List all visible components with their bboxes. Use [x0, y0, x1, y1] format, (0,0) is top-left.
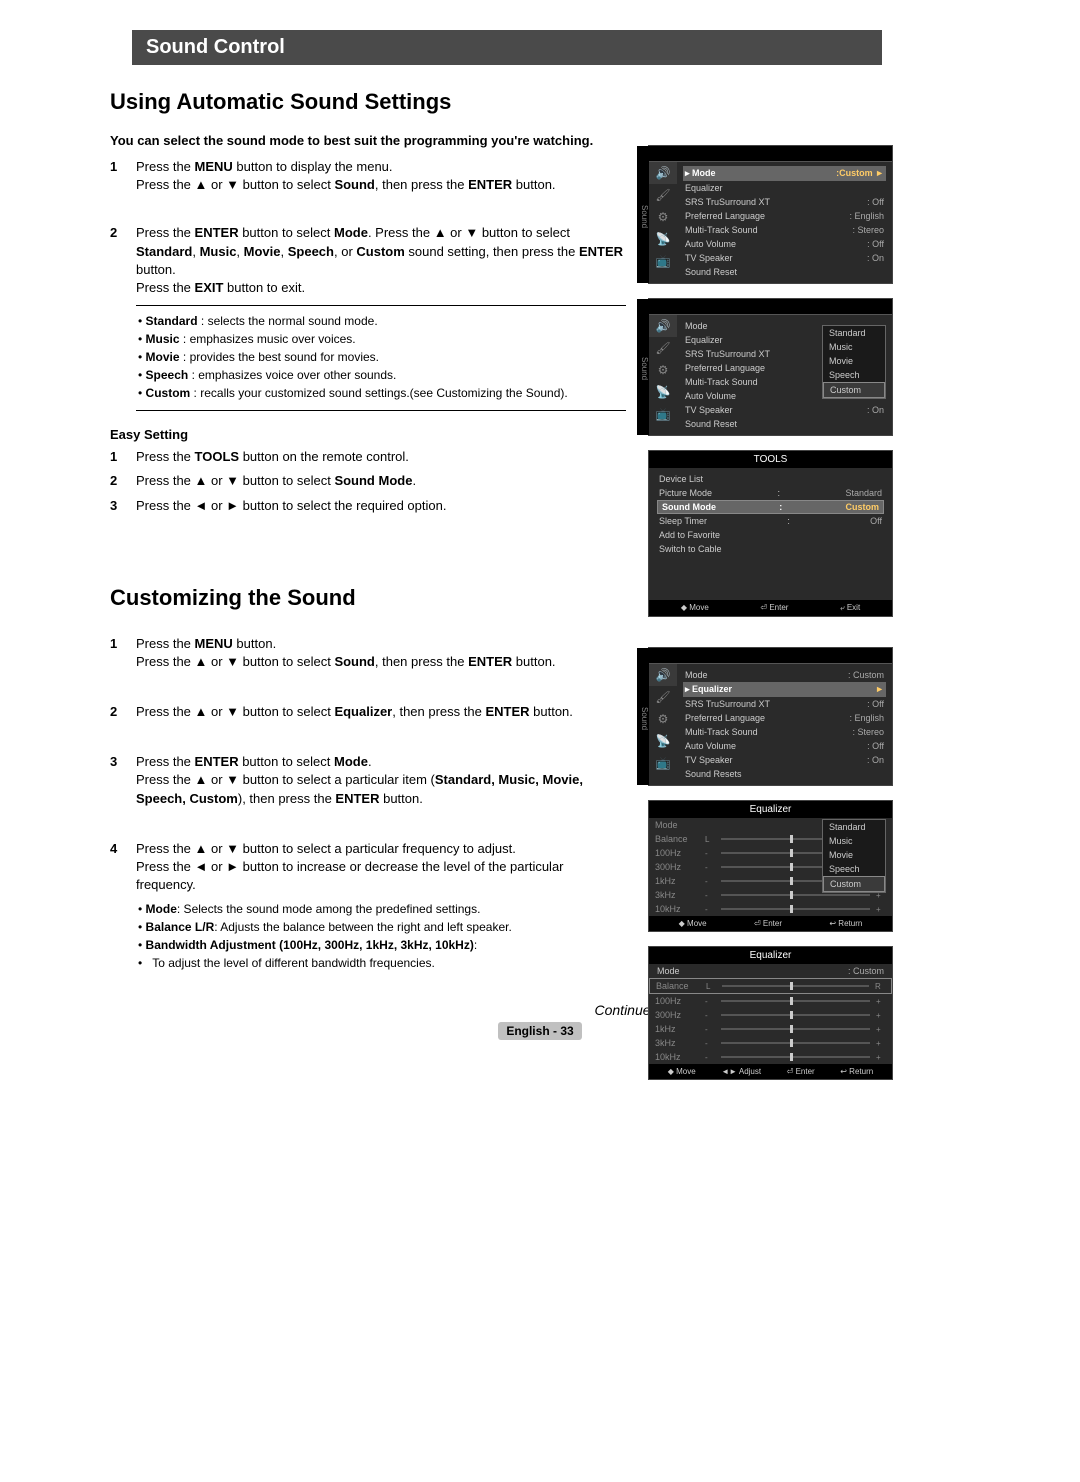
osd-sidetab: Sound — [637, 299, 649, 435]
osd-sidetab: Sound — [637, 648, 649, 785]
sound-icon: 🔊 — [649, 162, 677, 184]
osd-tools: TOOLS Device ListPicture Mode:StandardSo… — [648, 450, 893, 617]
mode-popup: StandardMusicMovieSpeechCustom — [822, 325, 886, 399]
tools-title: TOOLS — [649, 451, 892, 468]
osd-sidetab: Sound — [637, 146, 649, 283]
osd-equalizer-1: Equalizer ModeBalanceL100Hz-+300Hz-+1kHz… — [648, 800, 893, 932]
divider — [136, 410, 626, 411]
osd-sound-menu-3: Sound 🔊🖌⚙📡📺 Mode: Custom ▸ Equalizer ►SR… — [648, 647, 893, 786]
eq-title: Equalizer — [649, 947, 892, 964]
eq-mode-popup: StandardMusicMovieSpeechCustom — [822, 819, 886, 893]
osd-equalizer-2: Equalizer Mode: Custom BalanceLR100Hz-+3… — [648, 946, 893, 1080]
section-1-title: Using Automatic Sound Settings — [110, 89, 992, 115]
osd-screenshots: Sound 🔊🖌⚙📡📺 ▸ Mode:Custom ►Equalizer SRS… — [648, 145, 893, 1094]
osd-sound-menu-1: Sound 🔊🖌⚙📡📺 ▸ Mode:Custom ►Equalizer SRS… — [648, 145, 893, 284]
divider — [136, 305, 626, 306]
osd-sound-menu-2: Sound 🔊🖌⚙📡📺 Mode Equalizer SRS TruSurrou… — [648, 298, 893, 436]
continued-label: Continued... — [110, 1002, 670, 1018]
eq-title: Equalizer — [649, 801, 892, 818]
title-bar: Sound Control — [132, 30, 882, 65]
